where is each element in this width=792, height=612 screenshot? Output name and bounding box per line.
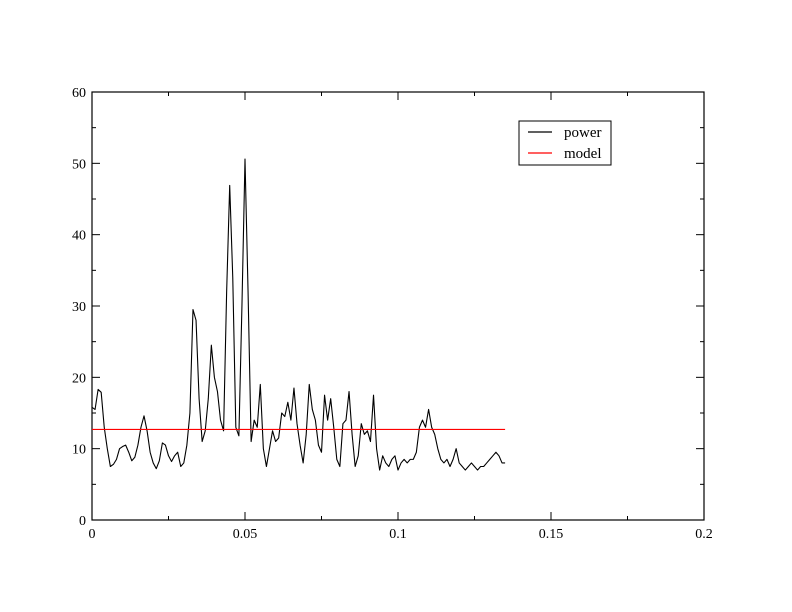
y-tick-label: 10 (72, 443, 86, 458)
x-tick-label: 0.15 (539, 527, 564, 542)
y-tick-label: 20 (72, 371, 86, 386)
series-layer (91, 158, 506, 471)
axis-ticks (91, 91, 705, 521)
legend-label-model: model (564, 146, 602, 162)
y-tick-label: 60 (72, 86, 86, 101)
y-tick-label: 30 (72, 300, 86, 315)
x-axis-tick-labels: 0 0.05 0.1 0.15 0.2 (89, 527, 713, 542)
x-tick-label: 0.05 (233, 527, 258, 542)
y-tick-label: 50 (72, 157, 86, 172)
legend-label-power: power (564, 125, 602, 141)
y-axis-tick-labels: 0 10 20 30 40 50 60 (72, 86, 86, 529)
y-tick-label: 40 (72, 229, 86, 244)
series-line-power (91, 158, 506, 471)
legend-box (518, 120, 612, 166)
y-tick-label: 0 (79, 514, 86, 529)
x-tick-label: 0.2 (695, 527, 713, 542)
legend: power model (518, 120, 612, 166)
x-tick-label: 0.1 (389, 527, 407, 542)
x-tick-label: 0 (89, 527, 96, 542)
plot-frame (91, 91, 705, 521)
